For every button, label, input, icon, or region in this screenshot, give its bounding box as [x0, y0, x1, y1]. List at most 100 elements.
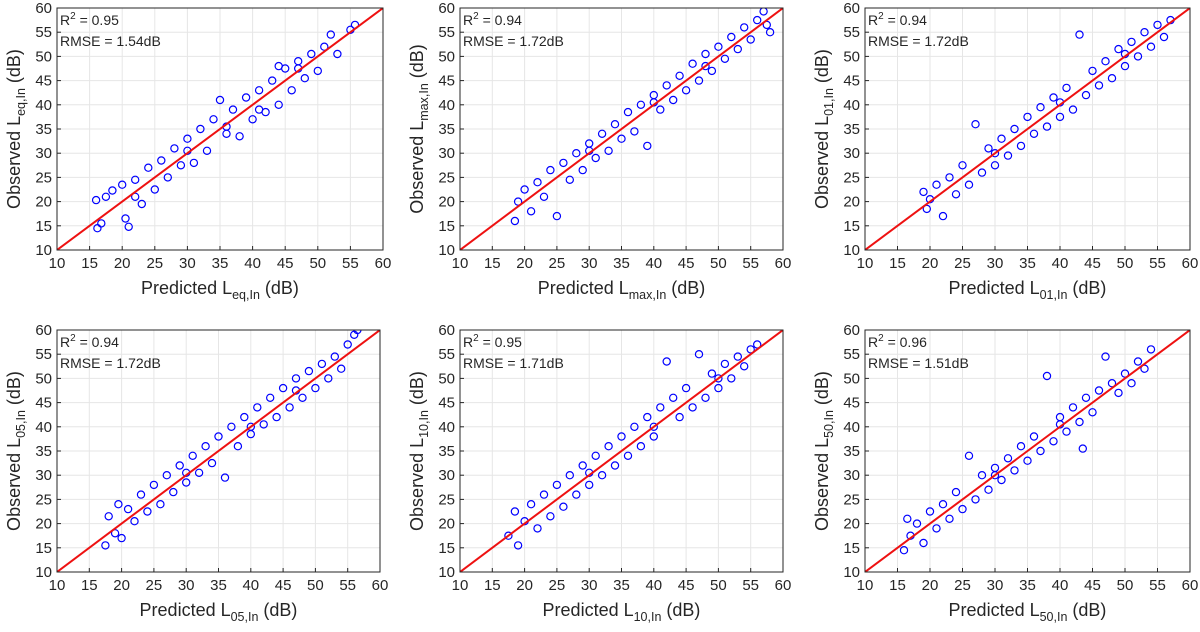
x-axis-label-prefix: Predicted L	[140, 600, 231, 620]
y-axis-label-subscript: 05,In	[14, 410, 28, 438]
r-squared-annotation: R2 = 0.94	[868, 11, 927, 28]
data-point	[1049, 437, 1058, 446]
fit-line	[57, 330, 380, 572]
x-axis-label-prefix: Predicted L	[141, 278, 232, 298]
data-point	[504, 531, 513, 540]
y-axis-label-suffix: (dB)	[4, 49, 24, 88]
x-tick-label: 40	[1052, 255, 1069, 272]
y-tick-label: 20	[438, 194, 455, 211]
data-point	[997, 134, 1006, 143]
y-axis-label-prefix: Observed L	[4, 116, 24, 209]
data-point	[643, 412, 652, 422]
data-point	[903, 514, 912, 524]
data-point	[714, 42, 723, 51]
data-point	[317, 359, 327, 369]
y-axis-label: Observed Leq,In (dB)	[4, 49, 28, 209]
x-tick-label: 45	[1084, 577, 1101, 594]
scatter-panel: 10 15 20 25 30 35 40 45 50 55 60 10 15 20 25 30 35 40 45 50…	[407, 0, 791, 302]
data-point	[1042, 122, 1052, 131]
x-tick-label: 40	[645, 577, 662, 594]
x-tick-label: 50	[1117, 255, 1134, 272]
x-tick-label: 50	[710, 577, 727, 594]
data-point	[1094, 81, 1104, 90]
data-point	[688, 59, 697, 68]
r-squared-annotation: R2 = 0.95	[463, 333, 522, 350]
data-point	[578, 461, 587, 470]
data-point	[101, 192, 111, 201]
y-tick-label: 35	[843, 121, 860, 138]
data-point	[162, 471, 171, 480]
y-tick-label: 25	[438, 169, 455, 186]
scatter-panel: 10 15 20 25 30 35 40 45 50 55 60 10 15 20 25 30 35 40 45 50…	[407, 322, 791, 624]
data-points	[91, 20, 360, 233]
fit-line	[57, 8, 383, 250]
data-point	[130, 175, 140, 184]
data-point	[1055, 112, 1065, 122]
y-axis-label-suffix: (dB)	[407, 371, 427, 410]
data-point	[311, 383, 320, 393]
data-point	[559, 502, 568, 511]
x-tick-label: 40	[244, 255, 261, 272]
y-tick-label: 50	[438, 370, 455, 387]
data-point	[183, 134, 192, 143]
data-point	[97, 219, 106, 228]
data-point	[720, 54, 730, 64]
data-point	[1010, 124, 1019, 134]
data-point	[189, 158, 199, 168]
data-point	[1023, 112, 1032, 122]
y-axis-label-prefix: Observed L	[4, 438, 24, 531]
y-tick-label: 10	[843, 564, 860, 581]
data-point	[304, 366, 314, 376]
data-point	[565, 175, 575, 184]
data-point	[688, 403, 697, 412]
data-point	[623, 107, 633, 117]
data-point	[137, 199, 146, 209]
data-point	[656, 403, 665, 412]
x-tick-label: 35	[212, 255, 229, 272]
data-point	[144, 163, 153, 172]
data-point	[337, 364, 346, 373]
y-tick-label: 35	[843, 443, 860, 460]
data-point	[971, 495, 980, 504]
data-point	[202, 146, 212, 155]
data-point	[1081, 90, 1091, 100]
data-points	[504, 340, 762, 550]
data-point	[984, 485, 993, 494]
y-axis-label: Observed L50,In (dB)	[812, 371, 836, 531]
x-axis-label-subscript: 05,In	[231, 610, 259, 624]
data-point	[649, 422, 659, 431]
x-tick-label: 55	[342, 255, 359, 272]
x-tick-label: 10	[857, 255, 874, 272]
data-points	[899, 345, 1156, 555]
y-tick-label: 10	[843, 242, 860, 259]
data-point	[1068, 403, 1078, 412]
data-point	[990, 471, 1000, 480]
data-point	[343, 340, 352, 349]
data-point	[707, 66, 717, 76]
x-tick-label: 25	[146, 255, 163, 272]
y-axis-label-subscript: eq,In	[14, 88, 28, 116]
x-axis-label-prefix: Predicted L	[543, 600, 634, 620]
r-squared-symbol: R	[60, 12, 70, 28]
r-squared-superscript: 2	[70, 333, 76, 344]
data-point	[559, 158, 568, 168]
r-squared-superscript: 2	[878, 11, 884, 22]
data-point	[662, 357, 671, 366]
data-point	[1133, 52, 1143, 61]
data-point	[124, 222, 133, 231]
y-tick-label: 50	[843, 370, 860, 387]
data-point	[623, 451, 633, 460]
scatter-panel: 10 15 20 25 30 35 40 45 50 55 60 10 15 20 25 30 35 40 45 50…	[812, 322, 1198, 624]
data-point	[188, 451, 197, 460]
data-point	[662, 81, 671, 90]
y-axis-label: Observed L05,In (dB)	[4, 371, 28, 531]
data-point	[958, 504, 967, 514]
data-point	[552, 211, 562, 221]
y-axis-label-suffix: (dB)	[4, 371, 24, 410]
data-point	[1075, 417, 1084, 427]
x-tick-label: 45	[277, 255, 294, 272]
y-tick-label: 30	[35, 467, 52, 484]
y-tick-label: 40	[35, 97, 52, 114]
data-point	[539, 192, 549, 201]
data-point	[546, 165, 555, 175]
